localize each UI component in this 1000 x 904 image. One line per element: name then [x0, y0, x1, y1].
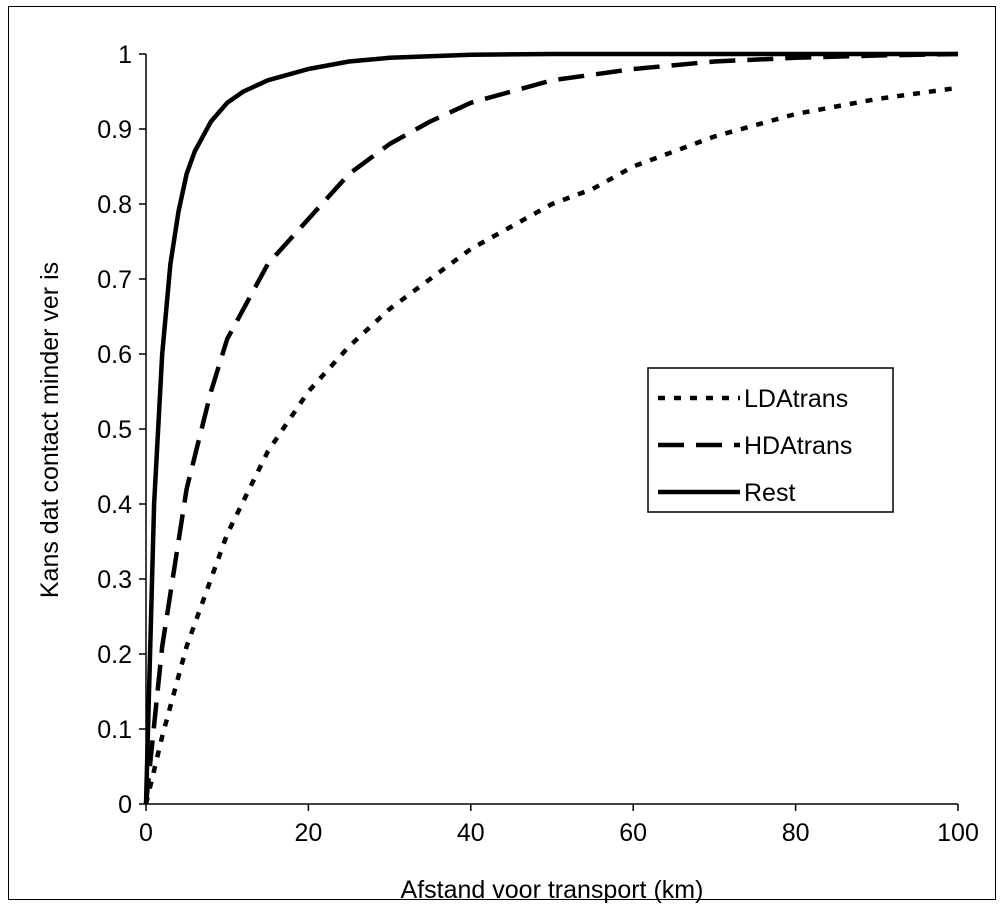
legend-box	[647, 367, 894, 513]
x-tick-label: 0	[139, 819, 153, 847]
x-tick-label: 60	[619, 819, 647, 847]
series-line-ldatrans	[143, 85, 959, 805]
y-tick-label: 0	[118, 791, 132, 819]
y-tick-label: 0.4	[97, 491, 132, 519]
legend: LDAtrans HDAtrans Rest	[647, 367, 894, 513]
x-tick-label: 40	[457, 819, 485, 847]
x-tick-label: 20	[294, 819, 322, 847]
series-layer	[143, 51, 959, 805]
y-tick-label: 0.3	[97, 566, 132, 594]
x-axis-title: Afstand voor transport (km)	[401, 876, 704, 904]
x-tick-label: 100	[937, 819, 979, 847]
y-tick-label: 0.6	[97, 341, 132, 369]
y-tick-label: 0.8	[97, 191, 132, 219]
y-axis-title: Kans dat contact minder ver is	[36, 262, 64, 598]
y-tick-label: 0.7	[97, 266, 132, 294]
x-tick-label: 80	[782, 819, 810, 847]
y-tick-label: 0.9	[97, 116, 132, 144]
legend-label-hdatrans: HDAtrans	[744, 432, 852, 460]
series-line-hdatrans	[143, 51, 959, 805]
legend-label-rest: Rest	[744, 479, 795, 507]
y-tick-label: 0.5	[97, 416, 132, 444]
y-tick-label: 0.2	[97, 641, 132, 669]
y-tick-label: 0.1	[97, 716, 132, 744]
legend-label-ldatrans: LDAtrans	[744, 385, 848, 413]
series-line-rest	[143, 51, 958, 805]
y-tick-label: 1	[118, 41, 132, 69]
axes: 0 0.1 0.2 0.3 0.4 0.5 0.6 0.7 0.8 0.9 1 0 20 40 60 80 10…	[97, 41, 979, 847]
